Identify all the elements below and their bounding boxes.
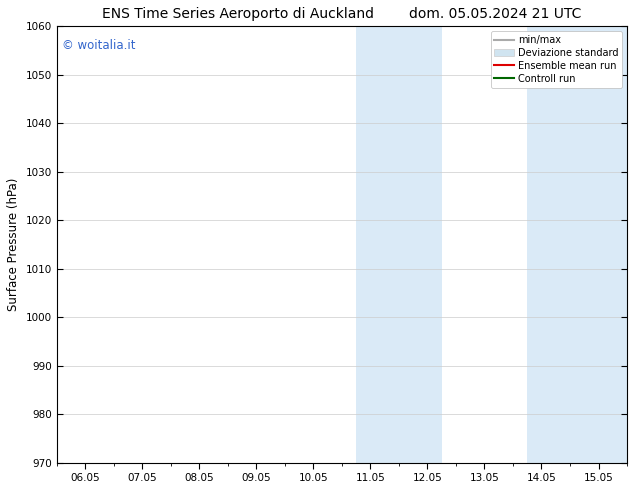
Legend: min/max, Deviazione standard, Ensemble mean run, Controll run: min/max, Deviazione standard, Ensemble m… [491,31,622,88]
Text: © woitalia.it: © woitalia.it [62,39,136,52]
Y-axis label: Surface Pressure (hPa): Surface Pressure (hPa) [7,178,20,311]
Title: ENS Time Series Aeroporto di Auckland        dom. 05.05.2024 21 UTC: ENS Time Series Aeroporto di Auckland do… [102,7,581,21]
Bar [527,26,627,463]
Bar [356,26,442,463]
